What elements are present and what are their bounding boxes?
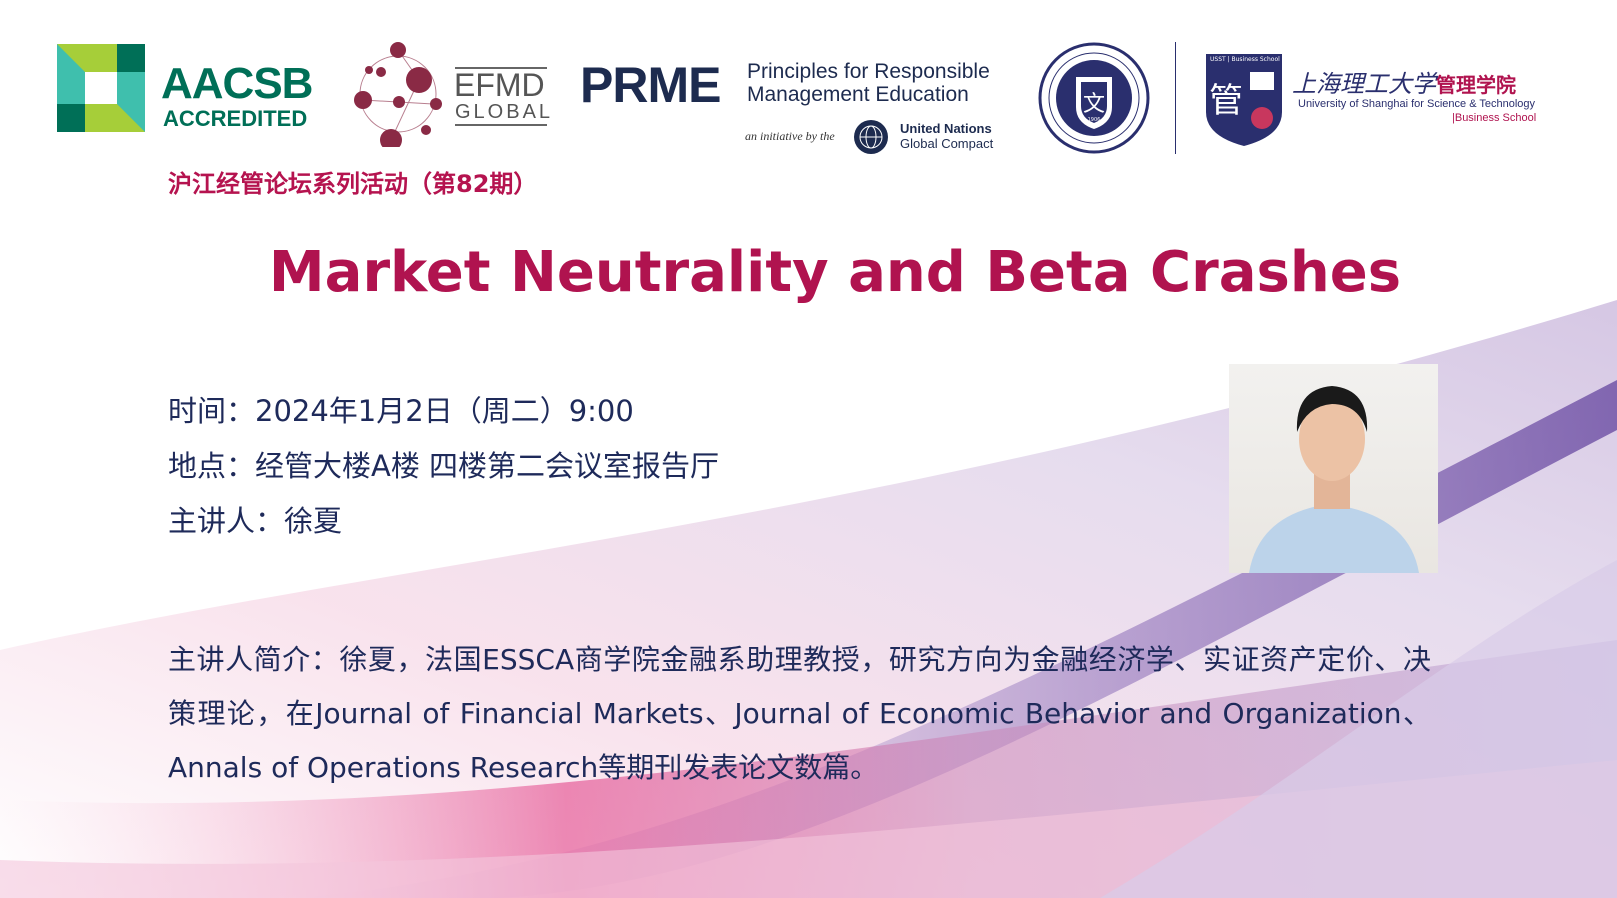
talk-title: Market Neutrality and Beta Crashes <box>268 240 1402 305</box>
speaker-portrait-icon <box>1249 386 1419 573</box>
school-cn-text: 管理学院 <box>1436 73 1516 97</box>
aacsb-logo: AACSB ACCREDITED <box>57 44 319 132</box>
aacsb-text: AACSB <box>161 59 313 108</box>
prme-initiative: an initiative by the <box>745 129 835 143</box>
efmd-text: EFMD <box>454 67 545 103</box>
efmd-network-icon <box>354 42 442 147</box>
forum-series-label: 沪江经管论坛系列活动（第82期） <box>168 170 538 198</box>
usst-cn-text: 上海理工大学 <box>1292 70 1436 98</box>
un-globe-icon <box>854 120 888 154</box>
efmd-rule-bottom <box>455 124 547 126</box>
business-school-en: |Business School <box>1452 112 1537 124</box>
place-line: 地点：经管大楼A楼 四楼第二会议室报告厅 <box>168 449 720 483</box>
prme-logo: PRME Principles for Responsible Manageme… <box>580 56 995 156</box>
usst-en-name: University of Shanghai for Science & Tec… <box>1298 98 1536 110</box>
usst-seal-icon: 文 1906 <box>1038 42 1150 154</box>
aacsb-mark-icon <box>57 44 145 132</box>
business-school-shield-icon: USST | Business School 管 <box>1206 54 1282 146</box>
accredited-text: ACCREDITED <box>163 106 308 131</box>
business-school-logo: USST | Business School 管 上海理工大学管理学院 Univ… <box>1204 52 1539 148</box>
speaker-bio: 主讲人简介：徐夏，法国ESSCA商学院金融系助理教授，研究方向为金融经济学、实证… <box>168 643 1431 784</box>
shield-badge-text: USST | Business School <box>1210 56 1280 63</box>
usst-cn-name: 上海理工大学管理学院 <box>1292 64 1516 99</box>
efmd-rule-top <box>455 67 547 69</box>
prme-mark: PRME <box>580 57 721 113</box>
logo-divider <box>1175 42 1176 154</box>
speaker-line: 主讲人：徐夏 <box>168 504 343 538</box>
un-line2: Global Compact <box>900 136 994 151</box>
prme-line1: Principles for Responsible <box>747 60 990 83</box>
un-line1: United Nations <box>900 121 992 136</box>
time-line: 时间：2024年1月2日（周二）9:00 <box>168 394 634 428</box>
global-text: GLOBAL <box>455 101 554 123</box>
speaker-photo <box>1229 364 1438 573</box>
svg-text:文: 文 <box>1083 92 1105 117</box>
efmd-logo: EFMD GLOBAL <box>351 42 551 147</box>
seal-year: 1906 <box>1088 117 1101 123</box>
svg-text:管: 管 <box>1209 81 1243 121</box>
prme-line2: Management Education <box>747 83 969 106</box>
